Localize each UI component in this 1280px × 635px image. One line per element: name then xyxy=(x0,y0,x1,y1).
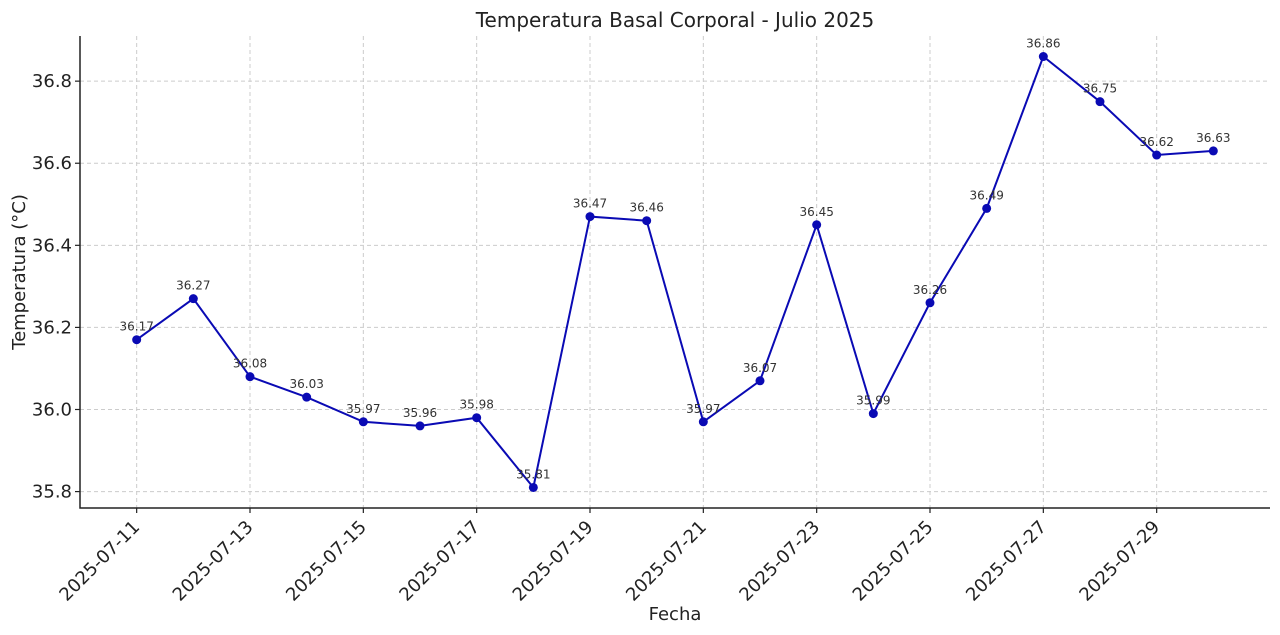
series-line xyxy=(136,54,1214,490)
data-label: 35.81 xyxy=(516,467,550,481)
axes: 35.8 36.0 36.2 36.4 36.6 36.8 2025-07-11 2025-0… xyxy=(32,36,1270,606)
data-point xyxy=(755,376,765,386)
y-tick-label: 36.8 xyxy=(32,71,72,92)
data-label: 36.17 xyxy=(119,320,153,334)
x-axis-label: Fecha xyxy=(649,604,702,625)
data-label: 36.62 xyxy=(1139,135,1173,149)
x-tick-label: 2025-07-27 xyxy=(962,517,1051,606)
grid-lines xyxy=(80,36,1270,508)
data-point xyxy=(472,413,482,423)
data-label: 36.27 xyxy=(176,279,210,293)
axis-spine xyxy=(79,36,1270,509)
data-point xyxy=(585,212,595,222)
data-label: 35.96 xyxy=(403,406,437,420)
x-tick-label: 2025-07-17 xyxy=(395,517,484,606)
data-point xyxy=(1038,52,1048,62)
data-label: 35.97 xyxy=(346,402,380,416)
data-point xyxy=(302,392,312,402)
data-point xyxy=(812,220,822,230)
data-point xyxy=(358,417,368,427)
series-layer xyxy=(132,52,1218,492)
data-label: 36.46 xyxy=(629,201,663,215)
data-point xyxy=(1152,150,1162,160)
data-point xyxy=(245,372,255,382)
y-tick-label: 36.4 xyxy=(32,235,72,256)
data-label: 36.03 xyxy=(289,377,323,391)
data-point xyxy=(698,417,708,427)
data-label: 35.98 xyxy=(459,398,493,412)
data-label: 36.49 xyxy=(969,188,1003,202)
y-tick-label: 36.6 xyxy=(32,153,72,174)
data-label: 35.97 xyxy=(686,402,720,416)
data-label: 36.75 xyxy=(1083,82,1117,96)
chart-title: Temperatura Basal Corporal - Julio 2025 xyxy=(475,8,875,32)
data-point xyxy=(642,216,652,226)
data-point xyxy=(982,203,992,213)
x-tick-label: 2025-07-19 xyxy=(509,517,598,606)
data-label: 36.63 xyxy=(1196,131,1230,145)
data-label: 36.47 xyxy=(573,197,607,211)
data-label: 36.07 xyxy=(743,361,777,375)
data-label: 36.45 xyxy=(799,205,833,219)
data-label: 35.99 xyxy=(856,394,890,408)
y-axis-label: Temperatura (°C) xyxy=(9,194,30,351)
x-tick-label: 2025-07-23 xyxy=(735,517,824,606)
x-tick-label: 2025-07-15 xyxy=(282,517,371,606)
x-tick-label: 2025-07-29 xyxy=(1075,517,1164,606)
x-tick-label: 2025-07-21 xyxy=(622,517,711,606)
y-tick-label: 36.2 xyxy=(32,317,72,338)
data-point xyxy=(1095,97,1105,107)
data-label: 36.08 xyxy=(233,357,267,371)
data-point xyxy=(868,409,878,419)
x-tick-label: 2025-07-25 xyxy=(849,517,938,606)
data-point xyxy=(528,482,538,492)
data-point xyxy=(188,294,198,304)
data-point xyxy=(1208,146,1218,156)
y-tick-label: 36.0 xyxy=(32,399,72,420)
data-point xyxy=(415,421,425,431)
x-tick-label: 2025-07-11 xyxy=(55,517,144,606)
data-point xyxy=(132,335,142,345)
data-point xyxy=(925,298,935,308)
y-tick-label: 35.8 xyxy=(32,482,72,503)
data-label: 36.86 xyxy=(1026,37,1060,51)
data-label: 36.26 xyxy=(913,283,947,297)
x-tick-label: 2025-07-13 xyxy=(169,517,258,606)
data-label-layer: 36.17 36.27 36.08 36.03 35.97 35.96 35.98 35.81… xyxy=(119,37,1230,482)
